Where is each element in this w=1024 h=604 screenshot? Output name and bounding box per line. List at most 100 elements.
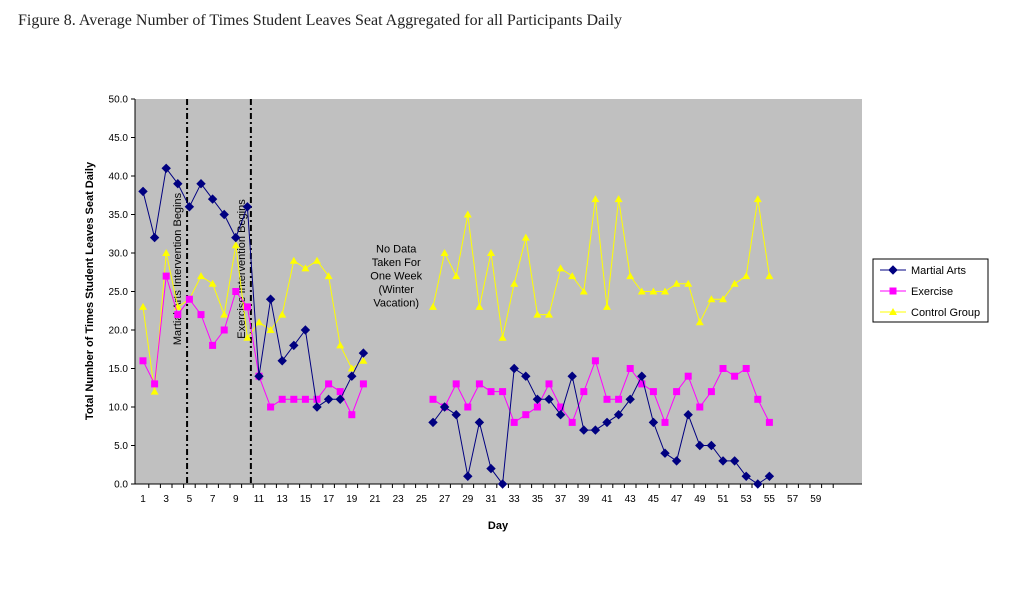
data-point	[243, 303, 251, 311]
data-point	[729, 456, 740, 466]
data-point	[301, 395, 309, 403]
data-point	[580, 388, 588, 396]
data-point	[336, 341, 345, 349]
x-tick-label: 25	[416, 494, 428, 505]
data-point	[232, 288, 240, 295]
data-point	[638, 380, 646, 388]
y-tick-label: 40.0	[109, 172, 129, 183]
data-point	[348, 411, 356, 419]
y-tick-label: 45.0	[109, 133, 129, 144]
data-point	[325, 380, 333, 388]
data-point	[533, 310, 542, 318]
data-point	[888, 265, 898, 275]
data-point	[765, 272, 774, 280]
data-point	[162, 272, 170, 280]
data-point	[347, 364, 356, 372]
y-tick-label: 0.0	[114, 480, 128, 491]
data-point	[139, 302, 147, 310]
x-axis-label: Day	[488, 520, 509, 532]
x-tick-label: 17	[323, 494, 335, 505]
x-tick-label: 13	[277, 494, 289, 505]
data-point	[242, 202, 253, 212]
y-tick-label: 25.0	[109, 287, 129, 298]
y-tick-label: 50.0	[109, 95, 129, 106]
annotation-line: No Data	[376, 243, 417, 255]
data-point	[207, 194, 218, 204]
data-point	[220, 326, 228, 334]
data-point	[741, 471, 751, 482]
legend: Martial Arts Exercise Control Group	[872, 258, 989, 323]
data-point	[313, 395, 321, 403]
data-point	[358, 348, 369, 358]
data-point	[486, 463, 496, 474]
legend-label: Exercise	[911, 286, 953, 298]
x-tick-label: 55	[764, 494, 776, 505]
data-point	[522, 411, 530, 419]
x-tick-label: 23	[393, 494, 405, 505]
data-point	[278, 310, 287, 318]
data-point	[603, 395, 611, 403]
data-point	[196, 178, 206, 189]
series-line	[142, 245, 364, 392]
data-point	[185, 295, 193, 303]
data-point	[335, 394, 345, 405]
data-point	[509, 363, 519, 374]
series-martial-arts	[138, 163, 775, 489]
legend-label: Martial Arts	[911, 265, 967, 277]
data-point	[557, 403, 565, 411]
data-point	[231, 232, 241, 243]
data-point	[671, 456, 682, 466]
data-point	[602, 417, 612, 428]
data-point	[278, 395, 286, 403]
figure-title: Figure 8. Average Number of Times Studen…	[18, 12, 623, 29]
data-point	[336, 388, 344, 396]
data-point	[265, 294, 276, 304]
data-point	[139, 357, 147, 365]
annotation-line: Taken For	[372, 257, 421, 269]
y-tick-label: 15.0	[109, 364, 129, 375]
data-point	[695, 440, 705, 451]
data-point	[452, 380, 460, 388]
data-point	[532, 394, 543, 405]
data-point	[521, 371, 531, 381]
data-point	[614, 195, 623, 203]
data-point	[497, 479, 508, 489]
x-tick-label: 15	[300, 494, 312, 505]
vacation-annotation: No Data Taken For One Week (Winter Vacation)	[370, 243, 422, 309]
data-point	[719, 295, 727, 303]
data-point	[197, 311, 205, 319]
x-tick-label: 7	[210, 494, 216, 505]
data-point	[301, 264, 310, 272]
data-point	[545, 380, 553, 388]
data-point	[277, 356, 287, 366]
data-point	[568, 272, 577, 280]
data-point	[555, 409, 566, 420]
data-point	[672, 279, 681, 287]
data-point	[889, 287, 897, 295]
x-tick-label: 19	[346, 494, 358, 505]
data-point	[603, 302, 611, 310]
data-point	[648, 417, 659, 428]
data-point	[568, 418, 576, 426]
data-point	[463, 210, 472, 218]
data-point	[718, 456, 728, 466]
data-point	[579, 425, 589, 435]
data-point	[753, 195, 762, 203]
data-point	[208, 279, 217, 287]
x-tick-label: 1	[140, 494, 146, 505]
x-tick-label: 11	[254, 494, 265, 505]
data-point	[150, 387, 159, 395]
data-point	[625, 394, 635, 405]
series-exercise	[139, 272, 773, 426]
data-point	[661, 287, 669, 295]
data-point	[706, 440, 717, 451]
data-point	[544, 394, 554, 405]
annotation-line: Vacation)	[373, 297, 419, 309]
data-point	[174, 311, 182, 319]
y-tick-label: 35.0	[109, 210, 129, 221]
data-point	[545, 310, 553, 318]
data-point	[590, 425, 601, 435]
data-point	[323, 394, 334, 405]
data-point	[626, 272, 635, 280]
data-point	[474, 417, 485, 428]
